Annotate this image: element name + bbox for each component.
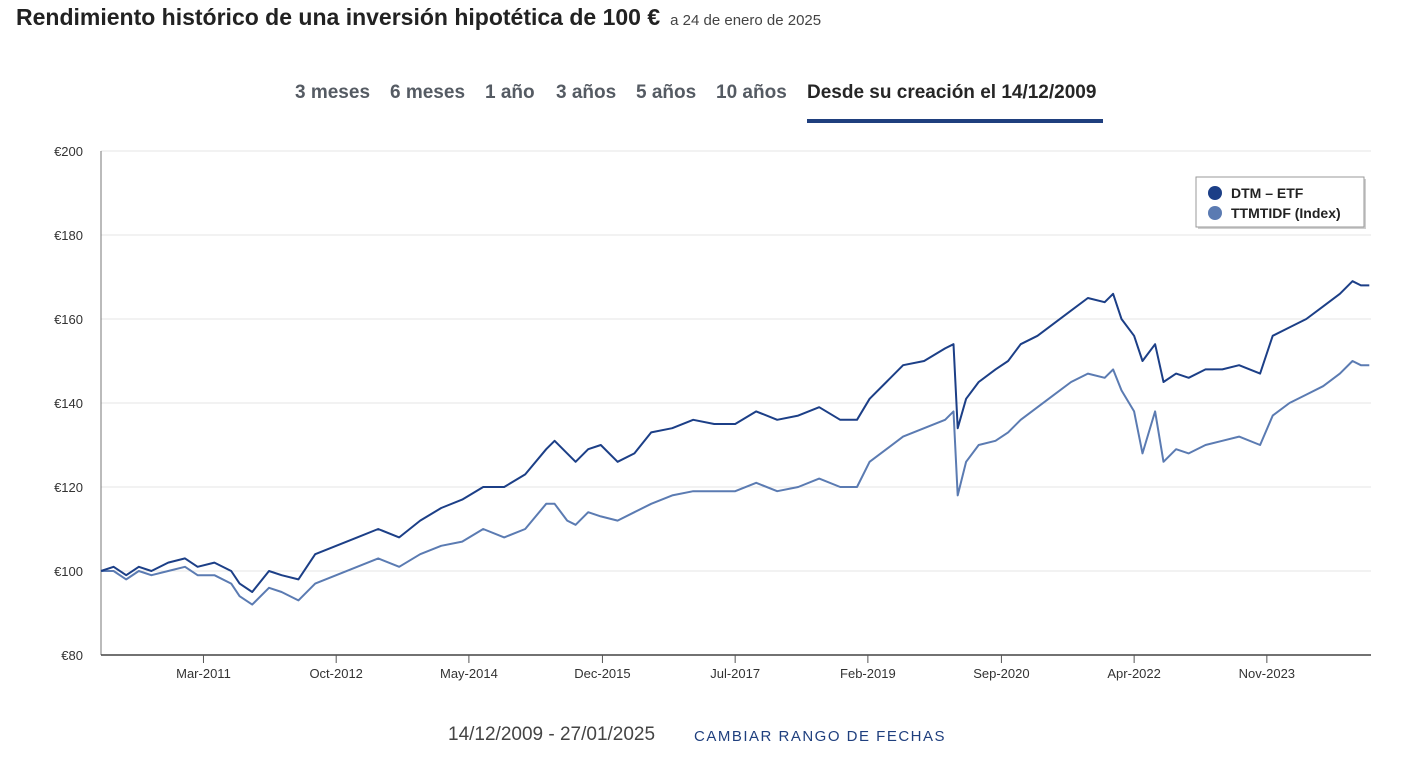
x-tick-label: Nov-2023 bbox=[1239, 666, 1295, 681]
tab-1-year[interactable]: 1 año bbox=[485, 82, 535, 103]
index-series-line bbox=[101, 360, 1370, 606]
y-tick-label: €80 bbox=[61, 648, 83, 663]
x-tick-label: Feb-2019 bbox=[840, 666, 896, 681]
tab-3-months[interactable]: 3 meses bbox=[295, 82, 371, 103]
tab-since-inception[interactable]: Desde su creación el 14/12/2009 bbox=[807, 82, 1097, 103]
legend-marker-etf bbox=[1208, 186, 1222, 200]
x-tick-label: Apr-2022 bbox=[1107, 666, 1160, 681]
date-range-text: 14/12/2009 - 27/01/2025 bbox=[448, 724, 656, 745]
y-tick-label: €140 bbox=[54, 396, 83, 411]
y-tick-label: €100 bbox=[54, 564, 83, 579]
tab-6-months[interactable]: 6 meses bbox=[390, 82, 466, 103]
page-title: Rendimiento histórico de una inversión h… bbox=[16, 4, 661, 30]
legend-label-etf: DTM – ETF bbox=[1231, 185, 1304, 201]
tab-5-years[interactable]: 5 años bbox=[636, 82, 697, 103]
y-tick-label: €180 bbox=[54, 228, 83, 243]
x-tick-label: Dec-2015 bbox=[574, 666, 630, 681]
legend-box bbox=[1195, 176, 1365, 228]
y-tick-label: €200 bbox=[54, 144, 83, 159]
tab-3-years[interactable]: 3 años bbox=[556, 82, 617, 103]
period-tabs: 3 meses 6 meses 1 año 3 años 5 años 10 a… bbox=[0, 82, 1416, 126]
as-of-date: a 24 de enero de 2025 bbox=[670, 12, 822, 29]
change-date-range-link[interactable]: CAMBIAR RANGO DE FECHAS bbox=[694, 728, 947, 745]
x-tick-label: Mar-2011 bbox=[176, 666, 231, 681]
tab-10-years[interactable]: 10 años bbox=[716, 82, 787, 103]
etf-series-line bbox=[100, 280, 1370, 593]
x-tick-label: Jul-2017 bbox=[710, 666, 760, 681]
y-tick-label: €120 bbox=[54, 480, 83, 495]
chart-header: Rendimiento histórico de una inversión h… bbox=[16, 4, 821, 31]
legend-marker-index bbox=[1208, 206, 1222, 220]
legend-label-index: TTMTIDF (Index) bbox=[1231, 205, 1341, 221]
x-tick-label: Sep-2020 bbox=[973, 666, 1029, 681]
performance-chart: €80 €100 €120 €140 €160 €180 €200 Mar-2011 Oct-2… bbox=[54, 144, 1371, 681]
x-tick-label: May-2014 bbox=[440, 666, 498, 681]
active-tab-indicator bbox=[807, 119, 1103, 123]
x-tick-label: Oct-2012 bbox=[309, 666, 362, 681]
y-tick-label: €160 bbox=[54, 312, 83, 327]
